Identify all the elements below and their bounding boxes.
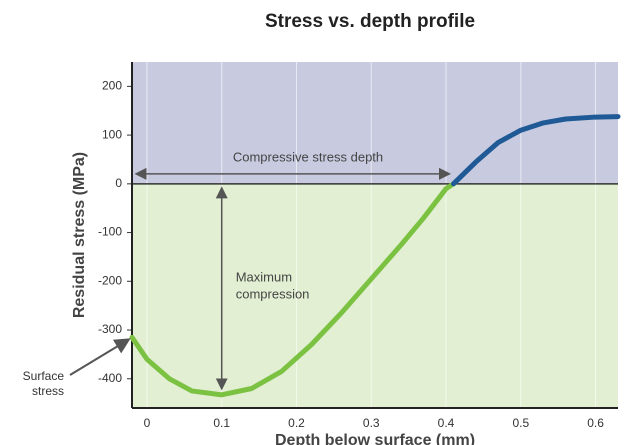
x-tick-label: 0.3 — [363, 416, 380, 430]
x-tick-label: 0.6 — [587, 416, 604, 430]
y-tick-label: -300 — [98, 322, 122, 336]
y-tick-label: 100 — [102, 127, 122, 141]
chart-title: Stress vs. depth profile — [265, 11, 475, 32]
depth-label: Compressive stress depth — [233, 149, 383, 164]
x-tick-label: 0.4 — [438, 416, 455, 430]
stress-line — [451, 114, 621, 187]
y-tick-label: -100 — [98, 225, 122, 239]
max-label: compression — [236, 286, 310, 301]
surface-label: stress — [32, 384, 64, 398]
y-tick-label: 200 — [102, 79, 122, 93]
compressive-region — [132, 183, 618, 408]
x-tick-label: 0.5 — [512, 416, 529, 430]
surface-arrow — [69, 338, 131, 376]
y-tick-label: -200 — [98, 273, 122, 287]
x-axis-label: Depth below surface (mm) — [275, 432, 475, 445]
y-tick-label: -400 — [98, 371, 122, 385]
y-axis-label: Residual stress (MPa) — [71, 152, 88, 318]
x-tick-label: 0.2 — [288, 416, 305, 430]
y-tick-label: 0 — [115, 176, 122, 190]
max-label: Maximum — [236, 269, 292, 284]
surface-label: Surface — [23, 369, 65, 383]
x-tick-label: 0 — [144, 416, 151, 430]
x-tick-label: 0.1 — [213, 416, 230, 430]
stress-line — [129, 181, 457, 398]
